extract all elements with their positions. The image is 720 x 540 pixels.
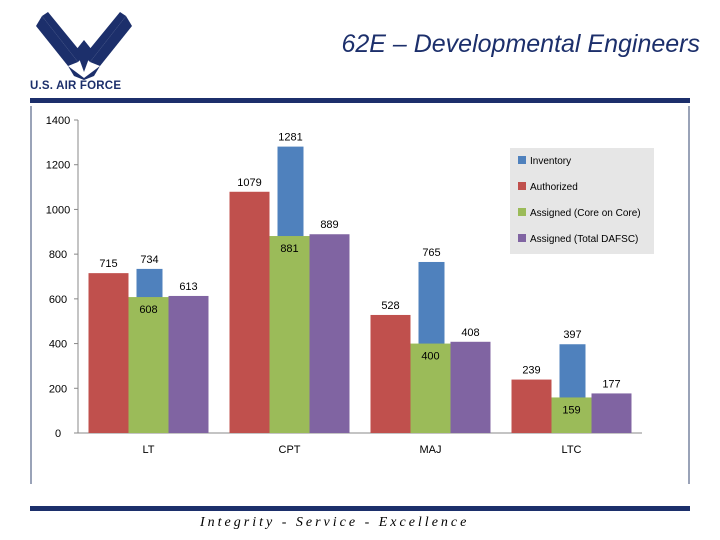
data-label: 889 (320, 219, 338, 231)
bar-authorized (511, 379, 552, 433)
data-label: 608 (139, 304, 157, 316)
bar-assigned-core-on-core (551, 397, 592, 433)
chart-frame (30, 106, 690, 484)
data-label: 177 (602, 378, 620, 390)
legend-label: Assigned (Core on Core) (530, 208, 641, 219)
data-label: 1079 (237, 177, 261, 189)
data-label: 159 (562, 404, 580, 416)
data-label: 881 (280, 243, 298, 255)
bar-assigned-total-dafsc (309, 234, 350, 433)
x-tick-label: CPT (279, 444, 301, 456)
footer-divider (30, 506, 690, 511)
y-tick-label: 800 (49, 249, 67, 261)
data-label: 528 (381, 300, 399, 312)
x-tick-label: LTC (562, 444, 582, 456)
data-label: 613 (179, 281, 197, 293)
data-label: 400 (421, 351, 439, 363)
legend-box (510, 148, 654, 254)
legend-swatch (518, 156, 526, 164)
y-tick-label: 1000 (46, 204, 70, 216)
page-title: 62E – Developmental Engineers (341, 30, 700, 58)
data-label: 715 (99, 258, 117, 270)
legend-label: Authorized (530, 182, 578, 193)
bar-assigned-core-on-core (410, 343, 451, 433)
data-label: 239 (522, 365, 540, 377)
data-label: 734 (140, 254, 158, 266)
y-tick-label: 0 (55, 428, 61, 440)
y-tick-label: 200 (49, 383, 67, 395)
bar-assigned-total-dafsc (168, 295, 209, 433)
bar-assigned-total-dafsc (450, 341, 491, 433)
legend-swatch (518, 182, 526, 190)
data-label: 765 (422, 247, 440, 259)
x-tick-label: MAJ (420, 444, 442, 456)
x-tick-label: LT (142, 444, 154, 456)
y-tick-label: 400 (49, 339, 67, 351)
air-force-logo-icon (36, 12, 132, 80)
bar-authorized (88, 273, 129, 433)
y-tick-label: 1200 (46, 160, 70, 172)
bar-chart: 0 200 400 600 800 1000 1200 1400 715 734 608 613 LT 1… (46, 115, 654, 456)
bar-assigned-core-on-core (128, 297, 169, 433)
y-tick-label: 1400 (46, 115, 70, 127)
bar-authorized (370, 314, 411, 433)
footer-motto: Integrity - Service - Excellence (200, 515, 470, 530)
bar-authorized (229, 191, 270, 433)
legend-label: Assigned (Total DAFSC) (530, 234, 638, 245)
y-tick-label: 600 (49, 294, 67, 306)
header-divider (30, 98, 690, 103)
legend-label: Inventory (530, 156, 571, 167)
legend-swatch (518, 208, 526, 216)
data-label: 397 (563, 329, 581, 341)
data-label: 408 (461, 327, 479, 339)
data-label: 1281 (278, 132, 302, 144)
legend-swatch (518, 234, 526, 242)
air-force-logo-text: U.S. AIR FORCE (30, 80, 122, 92)
bar-assigned-total-dafsc (591, 393, 632, 433)
bar-assigned-core-on-core (269, 236, 310, 433)
